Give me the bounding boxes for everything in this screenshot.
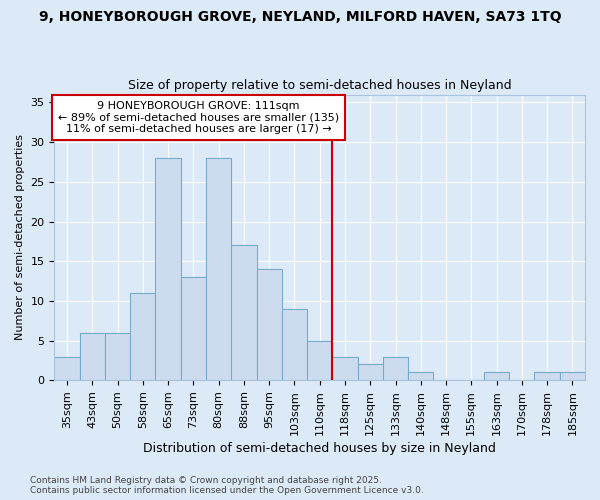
Bar <box>307 340 332 380</box>
Bar <box>383 356 408 380</box>
Bar <box>332 356 358 380</box>
Bar <box>155 158 181 380</box>
Y-axis label: Number of semi-detached properties: Number of semi-detached properties <box>15 134 25 340</box>
Bar <box>105 332 130 380</box>
Bar <box>130 293 155 380</box>
Bar <box>535 372 560 380</box>
Bar <box>408 372 433 380</box>
Text: Contains HM Land Registry data © Crown copyright and database right 2025.
Contai: Contains HM Land Registry data © Crown c… <box>30 476 424 495</box>
Text: 9, HONEYBOROUGH GROVE, NEYLAND, MILFORD HAVEN, SA73 1TQ: 9, HONEYBOROUGH GROVE, NEYLAND, MILFORD … <box>38 10 562 24</box>
Title: Size of property relative to semi-detached houses in Neyland: Size of property relative to semi-detach… <box>128 79 512 92</box>
Bar <box>206 158 231 380</box>
Bar <box>231 246 257 380</box>
Bar <box>55 356 80 380</box>
Text: 9 HONEYBOROUGH GROVE: 111sqm
← 89% of semi-detached houses are smaller (135)
11%: 9 HONEYBOROUGH GROVE: 111sqm ← 89% of se… <box>58 101 339 134</box>
Bar <box>560 372 585 380</box>
Bar <box>358 364 383 380</box>
Bar <box>80 332 105 380</box>
X-axis label: Distribution of semi-detached houses by size in Neyland: Distribution of semi-detached houses by … <box>143 442 496 455</box>
Bar <box>282 309 307 380</box>
Bar <box>257 269 282 380</box>
Bar <box>484 372 509 380</box>
Bar <box>181 277 206 380</box>
